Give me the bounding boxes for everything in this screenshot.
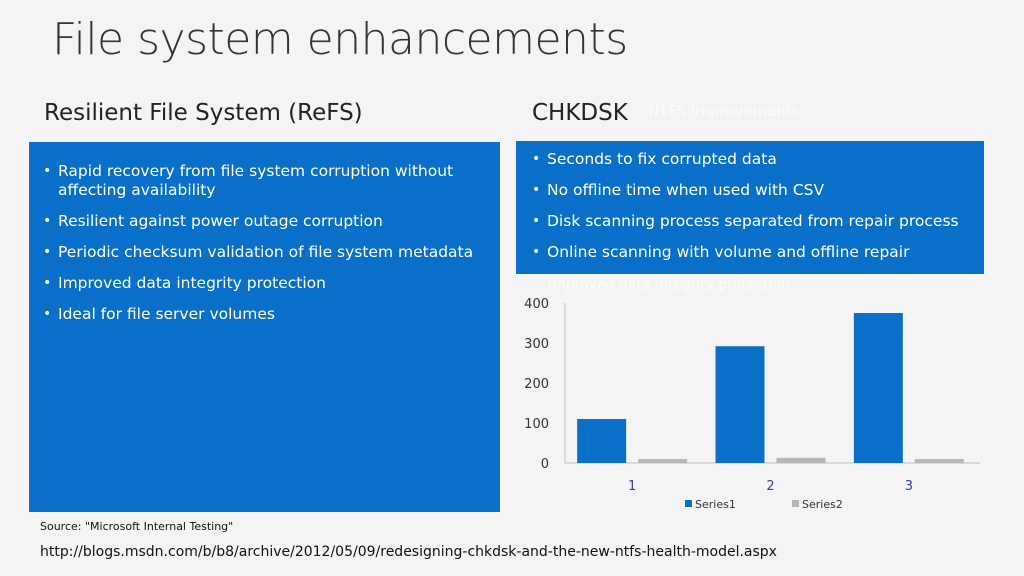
page-title: File system enhancements (52, 14, 628, 65)
bar-series2-1 (638, 459, 688, 463)
bar-series1-1 (577, 419, 627, 463)
refs-bullet: Ideal for file server volumes (43, 305, 483, 324)
x-tick-label: 1 (628, 479, 636, 494)
x-tick-label: 2 (766, 479, 774, 494)
x-tick-label: 3 (905, 479, 913, 494)
legend-label: Series2 (802, 498, 843, 511)
chkdsk-bullet-list: Seconds to fix corrupted data No offline… (532, 150, 972, 274)
bar-series1-2 (715, 346, 765, 463)
chkdsk-bullet: Seconds to fix corrupted data (532, 150, 972, 169)
refs-bullet-list: Rapid recovery from file system corrupti… (43, 162, 483, 336)
chkdsk-bullet: Disk scanning process separated from rep… (532, 212, 972, 231)
ghost-bullet: Improved data integrity protection (548, 277, 791, 293)
refs-bullet: Rapid recovery from file system corrupti… (43, 162, 483, 200)
legend-swatch-series2 (792, 500, 799, 507)
chkdsk-bullet: Online scanning with volume and offline … (532, 243, 972, 262)
source-note: Source: "Microsoft Internal Testing" (40, 520, 234, 533)
refs-bullet: Improved data integrity protection (43, 274, 483, 293)
ghost-heading: NTFS improvements (648, 102, 800, 120)
y-tick-label: 400 (524, 297, 549, 312)
source-url[interactable]: http://blogs.msdn.com/b/b8/archive/2012/… (40, 544, 777, 560)
legend-label: Series1 (695, 498, 736, 511)
y-tick-label: 200 (524, 377, 549, 392)
refs-heading: Resilient File System (ReFS) (44, 100, 363, 126)
refs-bullet: Resilient against power outage corruptio… (43, 212, 483, 231)
chkdsk-panel: Seconds to fix corrupted data No offline… (516, 141, 984, 274)
refs-panel: Rapid recovery from file system corrupti… (29, 142, 500, 512)
refs-bullet: Periodic checksum validation of file sys… (43, 243, 483, 262)
bar-chart: 0 100 200 300 400 1 2 3 Series1 Series2 (524, 297, 980, 511)
chkdsk-heading: CHKDSK (532, 100, 628, 126)
y-tick-label: 100 (524, 417, 549, 432)
y-tick-label: 0 (541, 457, 549, 472)
y-tick-label: 300 (524, 337, 549, 352)
legend-swatch-series1 (685, 500, 692, 507)
bar-series2-2 (776, 457, 826, 463)
bar-series1-3 (853, 313, 903, 463)
bar-series2-3 (914, 459, 964, 463)
chkdsk-bullet: No offline time when used with CSV (532, 181, 972, 200)
